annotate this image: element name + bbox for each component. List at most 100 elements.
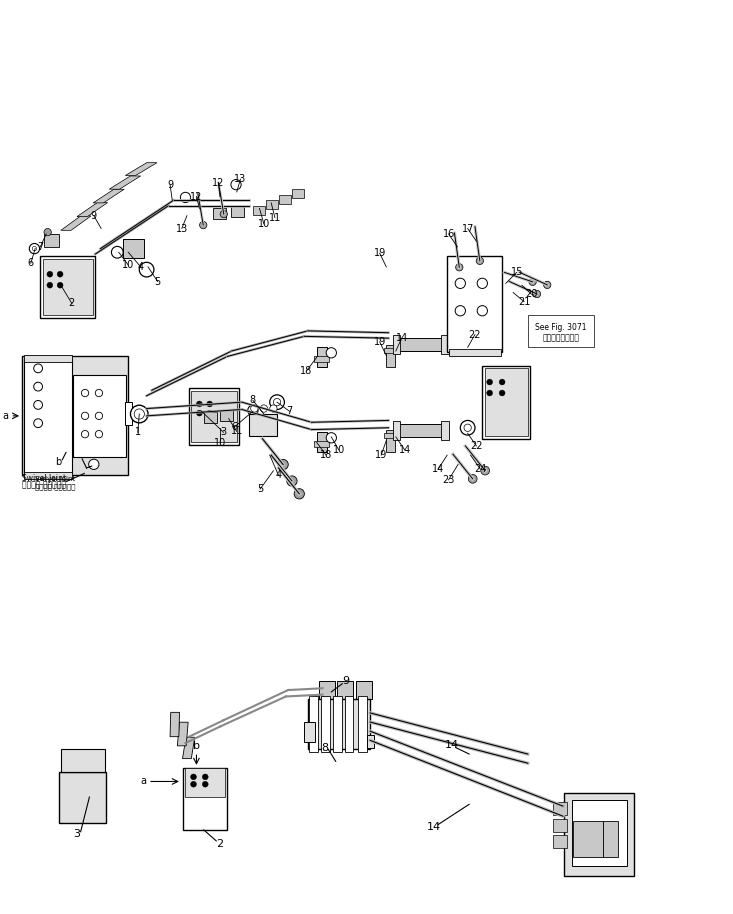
- Text: 9: 9: [167, 180, 173, 189]
- Text: 14: 14: [432, 464, 444, 473]
- Polygon shape: [93, 189, 124, 203]
- Circle shape: [544, 282, 551, 289]
- Text: 20: 20: [526, 290, 537, 299]
- Circle shape: [202, 774, 208, 780]
- Polygon shape: [177, 722, 188, 746]
- Circle shape: [34, 364, 43, 373]
- Bar: [356, 681, 372, 699]
- Polygon shape: [183, 738, 195, 759]
- Bar: [213, 208, 226, 219]
- Text: a: a: [140, 777, 146, 786]
- Bar: [485, 368, 528, 436]
- Polygon shape: [125, 163, 157, 175]
- Bar: [603, 821, 618, 857]
- Circle shape: [487, 390, 493, 396]
- Bar: [358, 696, 366, 752]
- Text: 24: 24: [474, 464, 486, 473]
- Bar: [393, 335, 400, 354]
- Polygon shape: [109, 176, 141, 189]
- Circle shape: [270, 405, 277, 412]
- Circle shape: [196, 410, 202, 416]
- Text: 17: 17: [462, 224, 474, 233]
- Text: 9: 9: [91, 211, 97, 220]
- Bar: [449, 349, 501, 356]
- Circle shape: [81, 430, 89, 438]
- Bar: [24, 359, 72, 473]
- Text: 14: 14: [444, 740, 459, 749]
- Bar: [59, 772, 106, 823]
- Circle shape: [464, 424, 471, 431]
- Circle shape: [199, 221, 207, 228]
- Bar: [553, 835, 567, 848]
- Circle shape: [270, 395, 284, 409]
- Text: 7: 7: [287, 407, 292, 416]
- Circle shape: [487, 379, 493, 385]
- Bar: [125, 402, 132, 425]
- Text: 18: 18: [320, 451, 332, 460]
- Bar: [396, 338, 443, 351]
- Text: Swivel Joint: Swivel Joint: [35, 476, 75, 482]
- Circle shape: [468, 474, 477, 484]
- Circle shape: [202, 781, 208, 787]
- Text: 8: 8: [321, 743, 328, 752]
- Bar: [309, 696, 318, 752]
- Text: スイベル ジョイント: スイベル ジョイント: [35, 483, 75, 490]
- Bar: [386, 430, 395, 452]
- Text: 3: 3: [221, 428, 226, 437]
- Circle shape: [95, 412, 103, 420]
- Text: 4: 4: [276, 471, 281, 480]
- Text: 22: 22: [468, 330, 482, 339]
- Circle shape: [460, 335, 475, 349]
- Circle shape: [139, 262, 154, 277]
- Bar: [292, 189, 304, 198]
- Bar: [393, 421, 400, 440]
- Bar: [308, 699, 370, 749]
- Circle shape: [95, 430, 103, 438]
- Circle shape: [455, 278, 465, 289]
- Circle shape: [47, 271, 53, 277]
- Text: 6: 6: [232, 422, 237, 431]
- Bar: [553, 819, 567, 832]
- Circle shape: [499, 390, 505, 396]
- Circle shape: [477, 305, 487, 316]
- Text: 11: 11: [231, 427, 243, 436]
- Bar: [333, 696, 342, 752]
- Bar: [345, 696, 353, 752]
- Polygon shape: [61, 216, 91, 230]
- Text: See Fig. 3071: See Fig. 3071: [535, 323, 586, 332]
- Bar: [40, 256, 95, 318]
- Circle shape: [134, 409, 144, 420]
- Circle shape: [207, 410, 213, 416]
- Bar: [572, 800, 627, 866]
- Text: 6: 6: [28, 259, 34, 268]
- Circle shape: [220, 210, 227, 218]
- Bar: [266, 200, 278, 209]
- Circle shape: [534, 291, 541, 298]
- Text: 12: 12: [191, 192, 202, 201]
- Bar: [314, 356, 329, 362]
- Text: 10: 10: [214, 439, 226, 448]
- Circle shape: [529, 278, 537, 285]
- Polygon shape: [170, 712, 180, 737]
- Circle shape: [231, 179, 241, 190]
- Circle shape: [477, 278, 487, 289]
- Circle shape: [326, 432, 336, 443]
- Text: 8: 8: [250, 396, 256, 405]
- Bar: [314, 441, 329, 447]
- Bar: [396, 424, 443, 437]
- Text: 5: 5: [155, 277, 161, 286]
- Bar: [384, 433, 397, 438]
- Circle shape: [81, 389, 89, 397]
- Text: 2: 2: [216, 839, 224, 848]
- Bar: [204, 412, 217, 423]
- Circle shape: [29, 243, 40, 254]
- Bar: [249, 414, 277, 436]
- Circle shape: [34, 419, 43, 428]
- Bar: [279, 195, 291, 204]
- Bar: [43, 259, 93, 315]
- Circle shape: [196, 401, 202, 407]
- Bar: [573, 821, 603, 857]
- Circle shape: [248, 405, 258, 416]
- Text: 1: 1: [135, 428, 141, 437]
- Circle shape: [57, 282, 63, 288]
